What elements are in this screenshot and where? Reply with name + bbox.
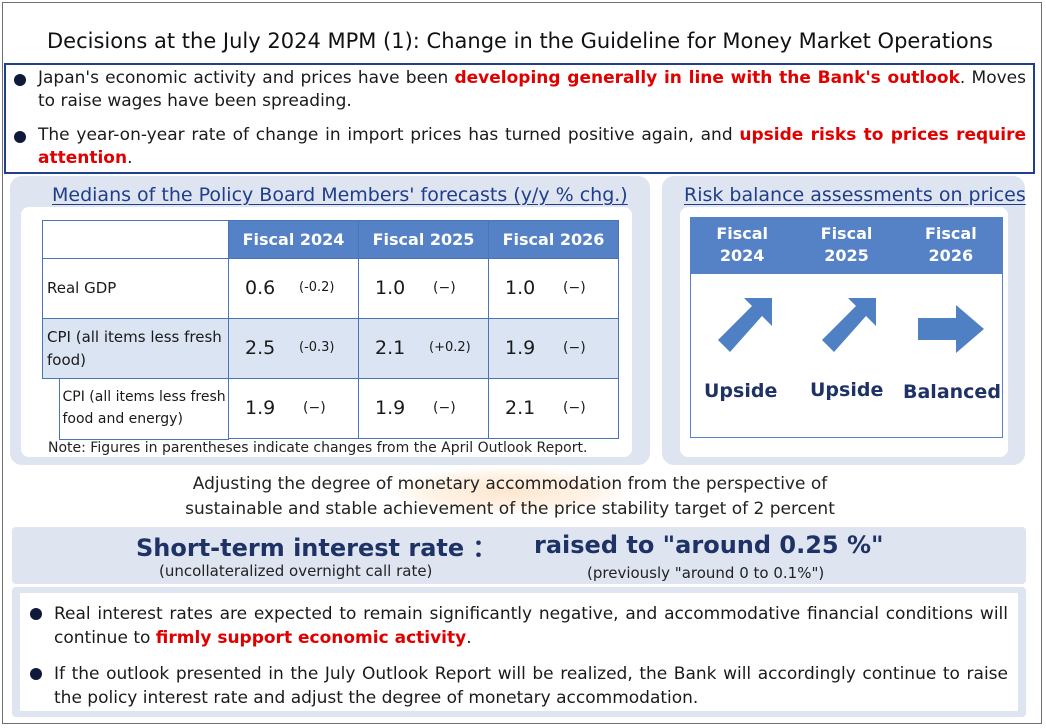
bullet-icon	[14, 74, 26, 86]
table-cell: 1.0 (−)	[358, 258, 489, 319]
page-title: Decisions at the July 2024 MPM (1): Chan…	[46, 29, 993, 53]
risk-column-header: Fiscal 2026	[924, 224, 977, 265]
bullet-text: Japan's economic activity and prices hav…	[38, 68, 1026, 111]
table-cell: 1.9 (−)	[358, 378, 489, 439]
outlook-bullet-2: If the outlook presented in the July Out…	[30, 662, 1008, 710]
row-label: CPI (all items less fresh food)	[42, 318, 229, 379]
bullet-text: The year-on-year rate of change in impor…	[38, 125, 1026, 168]
table-cell: 1.9 (−)	[228, 378, 359, 439]
rate-decision-band	[12, 527, 1026, 584]
rate-previous: (previously "around 0 to 0.1%")	[587, 564, 825, 582]
table-cell: 2.5 (-0.3)	[228, 318, 359, 379]
outlook-bullet-1: Real interest rates are expected to rema…	[30, 602, 1008, 650]
row-label: Real GDP	[42, 258, 229, 319]
forecast-change: (−)	[563, 340, 586, 356]
rate-sublabel: (uncollateralized overnight call rate)	[159, 562, 433, 580]
column-header: Fiscal 2025	[358, 220, 489, 259]
forecast-value: 2.1	[375, 337, 406, 359]
table-row: Real GDP 0.6 (-0.2) 1.0 (−) 1.0 (−)	[42, 258, 619, 319]
policy-rationale: Adjusting the degree of monetary accommo…	[185, 474, 835, 519]
risk-column-header: Fiscal 2024	[716, 224, 769, 265]
table-corner-cell	[42, 220, 229, 259]
forecast-value: 2.1	[505, 397, 536, 419]
row-label: CPI (all items less fresh food and energ…	[58, 378, 229, 440]
arrow-up-right-icon	[822, 298, 876, 352]
bullet-icon	[30, 608, 42, 620]
arrow-up-right-icon	[718, 298, 772, 352]
column-header: Fiscal 2026	[488, 220, 619, 259]
forecast-value: 2.5	[245, 337, 276, 359]
forecast-value: 1.9	[375, 397, 406, 419]
forecast-value: 1.0	[375, 277, 406, 299]
bullet-icon	[14, 131, 26, 143]
table-cell: 0.6 (-0.2)	[228, 258, 359, 319]
forecast-table: Fiscal 2024 Fiscal 2025 Fiscal 2026 Real…	[42, 220, 619, 440]
column-header: Fiscal 2024	[228, 220, 359, 259]
risk-header-row: Fiscal 2024 Fiscal 2025 Fiscal 2026	[690, 217, 1003, 274]
risk-assessment: Upside	[810, 379, 884, 401]
forecast-change: (−)	[563, 400, 586, 416]
forecast-value: 1.9	[505, 337, 536, 359]
summary-bullet-2: The year-on-year rate of change in impor…	[14, 124, 1026, 170]
bullet-text: If the outlook presented in the July Out…	[54, 664, 1008, 708]
rate-label: Short-term interest rate ：	[136, 534, 497, 562]
arrow-right-icon	[918, 305, 984, 353]
forecast-change: (−)	[563, 280, 586, 296]
forecast-note: Note: Figures in parentheses indicate ch…	[48, 440, 588, 456]
decorative-glow	[395, 468, 625, 514]
table-cell: 2.1 (−)	[488, 378, 619, 439]
rate-decision: raised to "around 0.25 %"	[534, 531, 884, 559]
table-row: CPI (all items less fresh food) 2.5 (-0.3…	[42, 318, 619, 379]
forecast-change: (+0.2)	[429, 340, 471, 355]
outlook-card	[20, 593, 1018, 711]
table-cell: 2.1 (+0.2)	[358, 318, 489, 379]
risk-body	[690, 274, 1003, 438]
risk-heading: Risk balance assessments on prices	[684, 184, 1026, 206]
forecast-change: (-0.2)	[299, 280, 335, 295]
forecast-change: (-0.3)	[299, 340, 335, 355]
bullet-text: Real interest rates are expected to rema…	[54, 604, 1008, 648]
table-row: CPI (all items less fresh food and energ…	[43, 378, 619, 440]
forecast-value: 0.6	[245, 277, 276, 299]
forecast-heading: Medians of the Policy Board Members' for…	[52, 184, 628, 206]
forecast-value: 1.0	[505, 277, 536, 299]
summary-box: Japan's economic activity and prices hav…	[4, 63, 1035, 174]
forecast-change: (−)	[303, 400, 326, 416]
risk-assessment: Upside	[704, 380, 778, 402]
risk-column-header: Fiscal 2025	[820, 224, 873, 265]
forecast-value: 1.9	[245, 397, 276, 419]
table-header-row: Fiscal 2024 Fiscal 2025 Fiscal 2026	[42, 220, 619, 259]
table-cell: 1.0 (−)	[488, 258, 619, 319]
forecast-change: (−)	[433, 280, 456, 296]
table-cell: 1.9 (−)	[488, 318, 619, 379]
bullet-icon	[30, 668, 42, 680]
row-label-cell: CPI (all items less fresh food and energ…	[43, 378, 229, 440]
forecast-change: (−)	[433, 400, 456, 416]
summary-bullet-1: Japan's economic activity and prices hav…	[14, 67, 1026, 113]
risk-assessment: Balanced	[903, 381, 1001, 403]
